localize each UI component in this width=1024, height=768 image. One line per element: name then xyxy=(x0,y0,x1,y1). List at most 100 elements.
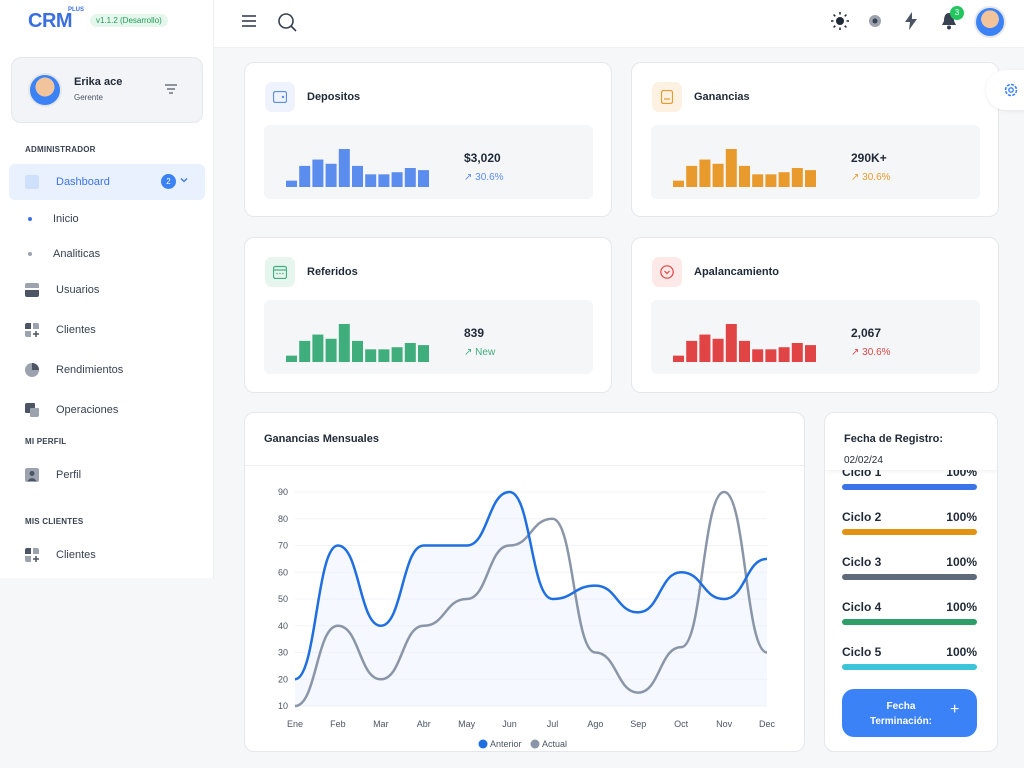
y-tick-label: 30 xyxy=(278,648,288,658)
card-value: 290K+ xyxy=(851,151,887,165)
card-delta: ↗ 30.6% xyxy=(851,172,891,183)
x-tick-label: Jul xyxy=(547,719,559,729)
card-icon-bg xyxy=(652,82,682,112)
line-chart: 10 20 30 40 50 60 70 80 90 Ene Feb Mar Abr May Jun Jul A… xyxy=(278,487,776,749)
section-admin: ADMINISTRADOR xyxy=(25,145,96,154)
sparkline-bar xyxy=(778,347,790,362)
sun-icon[interactable] xyxy=(831,12,849,30)
dashboard-label: Dashboard xyxy=(56,176,110,188)
sidebar-item-perfil[interactable]: Perfil xyxy=(25,468,81,482)
y-tick-label: 80 xyxy=(278,514,288,524)
y-tick-label: 40 xyxy=(278,621,288,631)
avatar xyxy=(28,73,62,107)
settings-float-button[interactable] xyxy=(986,70,1024,110)
sparkline-bar xyxy=(404,343,416,362)
sidebar-item-usuarios[interactable]: Usuarios xyxy=(25,283,99,297)
cycle-name: Ciclo 4 xyxy=(842,600,882,614)
card-icon-bg xyxy=(652,257,682,287)
card-title: Referidos xyxy=(307,266,358,278)
card-value: 2,067 xyxy=(851,326,882,340)
card-delta: ↗ 30.6% xyxy=(464,172,504,183)
x-tick-label: Abr xyxy=(417,719,431,729)
cycle-progress-bar xyxy=(842,529,977,535)
cycle-name: Ciclo 5 xyxy=(842,645,882,659)
sparkline-bar xyxy=(352,340,363,362)
clients-icon xyxy=(25,548,39,562)
section-profile: MI PERFIL xyxy=(25,437,67,446)
card-delta-value: 30.6% xyxy=(862,347,891,358)
y-tick-label: 50 xyxy=(278,594,288,604)
sparkline-bar xyxy=(725,324,737,362)
crm-logo[interactable]: CRM PLUS xyxy=(28,7,84,33)
profile-name: Erika ace xyxy=(74,76,123,88)
sparkline-bar xyxy=(365,349,377,362)
sidebar-item-rendimientos[interactable]: Rendimientos xyxy=(25,363,123,377)
card-delta: ↗ 30.6% xyxy=(851,347,891,358)
sidebar-subitem-analiticas[interactable]: Analiticas xyxy=(28,248,100,260)
sparkline-bar xyxy=(739,340,750,362)
sidebar-item-label: Clientes xyxy=(56,549,96,561)
bar-sparkline xyxy=(673,324,816,362)
end-date-button[interactable]: Fecha Terminación: + xyxy=(842,689,977,737)
divider xyxy=(245,465,804,466)
sidebar: CRM PLUS v1.1.2 (Desarrollo) Erika ace G… xyxy=(0,0,214,578)
sidebar-item-clientes[interactable]: Clientes xyxy=(25,323,96,337)
cycle-progress-bar xyxy=(842,484,977,490)
gear-icon[interactable] xyxy=(867,13,883,29)
sparkline-bar xyxy=(739,165,750,187)
sparkline-bar xyxy=(765,349,777,362)
gear-icon xyxy=(1004,83,1018,97)
sparkline-bar xyxy=(699,159,711,187)
sparkline-bar xyxy=(404,168,416,187)
area-fill xyxy=(295,492,767,706)
filter-icon[interactable] xyxy=(164,84,178,94)
bar-sparkline xyxy=(286,324,429,362)
logo-text: CRM xyxy=(28,10,73,32)
sparkline-bar xyxy=(299,165,311,187)
menu-icon[interactable] xyxy=(242,15,256,27)
cycle-progress-bar xyxy=(842,664,977,670)
sidebar-item-mis-clientes[interactable]: Clientes xyxy=(25,548,96,562)
cycle-progress-bar xyxy=(842,619,977,625)
card-depositos: Depositos $3,020 ↗ 30.6% xyxy=(244,62,612,217)
card-delta-value: New xyxy=(475,347,496,358)
x-tick-label: Dec xyxy=(759,719,776,729)
x-tick-label: Mar xyxy=(373,719,389,729)
card-apalancamiento: Apalancamiento 2,067 ↗ 30.6% xyxy=(631,237,999,393)
card-referidos: Referidos 839 ↗ New xyxy=(244,237,612,393)
profile-icon xyxy=(25,468,39,482)
card-value: 839 xyxy=(464,326,485,340)
profile-card[interactable]: Erika ace Gerente xyxy=(11,57,203,123)
header-shadow xyxy=(825,465,997,470)
sparkline-bar xyxy=(286,355,297,362)
sparkline-bar xyxy=(673,355,684,362)
chevron-down-icon[interactable] xyxy=(180,176,188,184)
lightning-icon[interactable] xyxy=(905,12,917,30)
cycle-percent: 100% xyxy=(946,645,977,659)
sparkline-bar xyxy=(791,343,803,362)
sidebar-item-dashboard-label[interactable]: Dashboard xyxy=(25,175,110,189)
notification-badge: 3 xyxy=(950,6,964,20)
reg-date: 02/02/24 xyxy=(844,455,883,466)
x-tick-label: Sep xyxy=(630,719,646,729)
sparkline-bar xyxy=(752,174,764,187)
sidebar-subitem-inicio[interactable]: Inicio xyxy=(28,213,79,225)
dashboard-badge: 2 xyxy=(161,174,176,189)
search-icon[interactable] xyxy=(277,12,297,32)
card-inner: 290K+ ↗ 30.6% xyxy=(651,125,980,199)
sparkline-bar xyxy=(778,172,790,187)
y-tick-label: 90 xyxy=(278,487,288,497)
cycle-percent: 100% xyxy=(946,510,977,524)
sidebar-item-operaciones[interactable]: Operaciones xyxy=(25,403,118,417)
card-value: $3,020 xyxy=(464,151,501,165)
legend-label[interactable]: Anterior xyxy=(490,739,522,749)
cycle-name: Ciclo 2 xyxy=(842,510,882,524)
reg-title: Fecha de Registro: xyxy=(844,433,944,445)
version-badge: v1.1.2 (Desarrollo) xyxy=(90,14,168,27)
clients-icon xyxy=(25,323,39,337)
plus-icon: + xyxy=(950,701,960,718)
user-avatar[interactable] xyxy=(974,6,1006,38)
active-dot-icon xyxy=(28,217,32,221)
legend-label[interactable]: Actual xyxy=(542,739,567,749)
x-tick-label: Jun xyxy=(502,719,517,729)
